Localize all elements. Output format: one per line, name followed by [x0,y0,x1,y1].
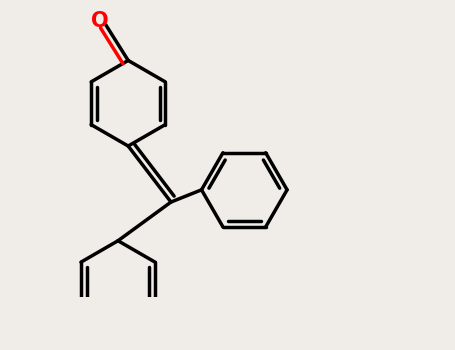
Text: O: O [91,11,108,31]
